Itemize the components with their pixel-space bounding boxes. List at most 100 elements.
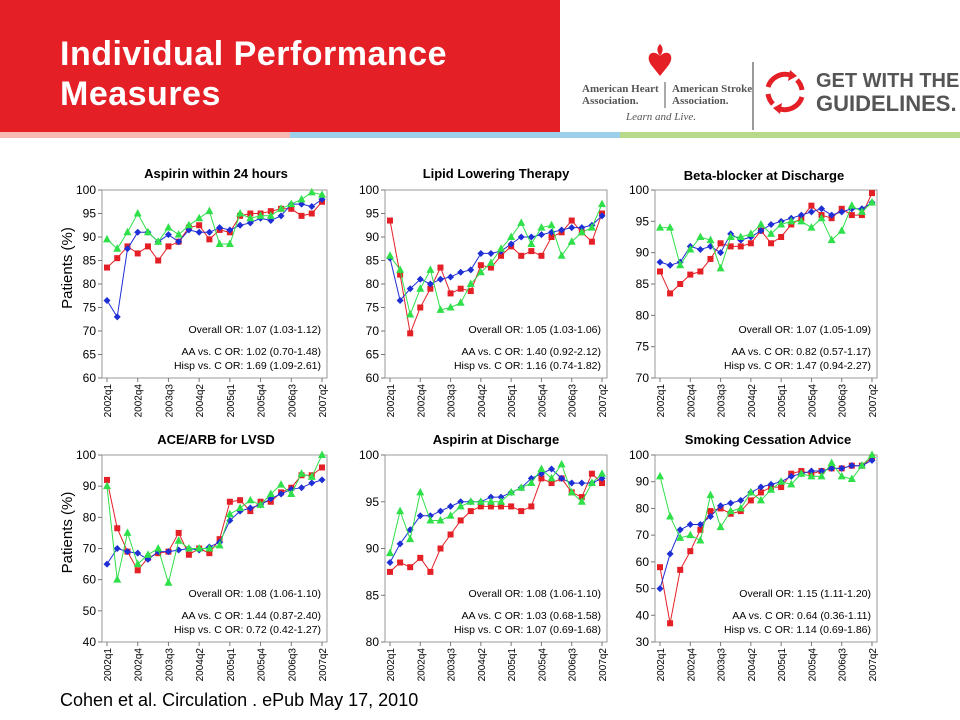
data-point: [396, 296, 404, 304]
data-point: [656, 223, 664, 231]
data-point: [787, 216, 796, 225]
data-point: [416, 284, 425, 292]
y-tick-label: 100: [76, 448, 96, 462]
data-point: [537, 223, 546, 231]
series-line: [106, 467, 323, 572]
header-color-stripe: [0, 132, 960, 138]
data-point: [386, 548, 394, 557]
data-point: [657, 268, 663, 275]
data-point: [768, 240, 775, 247]
data-point: [154, 544, 163, 552]
y-tick-label: 95: [83, 207, 97, 221]
data-point: [427, 568, 434, 575]
data-point: [706, 512, 714, 520]
x-tick-label: 2007q2: [318, 384, 329, 418]
y-tick-label: 95: [636, 214, 650, 228]
data-point: [457, 285, 464, 292]
x-tick-label: 2003q3: [447, 648, 458, 682]
x-tick-label: 2005q4: [807, 648, 818, 682]
plot-frame: [384, 454, 608, 643]
data-point: [848, 212, 855, 219]
data-point: [517, 483, 526, 491]
data-point: [838, 208, 846, 216]
data-point: [446, 303, 455, 311]
data-point: [416, 512, 424, 520]
data-point: [134, 228, 142, 236]
y-tick-label: 65: [366, 348, 380, 362]
data-point: [598, 199, 606, 208]
data-point: [103, 481, 111, 490]
data-point: [548, 465, 556, 473]
x-tick-label: 2005q1: [777, 648, 788, 682]
data-point: [666, 223, 675, 231]
logo-area: American Heart Association. American Stro…: [560, 0, 960, 132]
x-tick-label: 2003q3: [717, 648, 728, 682]
data-point: [396, 506, 405, 515]
data-point: [486, 497, 495, 505]
y-tick-label: 95: [366, 207, 380, 221]
data-point: [277, 480, 286, 488]
y-tick-label: 40: [636, 608, 650, 622]
x-tick-label: 2007q2: [868, 384, 879, 418]
data-point: [568, 479, 576, 487]
data-point: [837, 471, 846, 480]
data-point: [487, 493, 495, 501]
x-tick-label: 2004q2: [747, 384, 758, 418]
series-line: [106, 201, 323, 268]
data-point: [407, 330, 414, 337]
data-point: [667, 620, 674, 627]
data-point: [568, 224, 576, 232]
data-point: [537, 464, 546, 473]
x-tick-label: 2002q1: [103, 384, 114, 418]
data-point: [467, 266, 475, 274]
data-point: [277, 204, 286, 212]
data-point: [436, 507, 444, 515]
x-tick-label: 2004q2: [747, 648, 758, 682]
data-point: [767, 480, 775, 488]
data-point: [847, 474, 856, 483]
data-point: [297, 194, 306, 203]
data-point: [737, 496, 745, 504]
y-tick-label: 85: [83, 254, 97, 268]
data-point: [656, 585, 664, 593]
y-tick-label: 80: [366, 277, 380, 291]
data-point: [497, 493, 505, 501]
data-point: [656, 258, 664, 266]
data-point: [528, 248, 535, 255]
data-point: [807, 471, 816, 480]
data-point: [707, 255, 714, 262]
data-point: [696, 535, 705, 544]
x-tick-label: 2005q4: [807, 384, 818, 418]
page-title: Individual Performance Measures: [60, 35, 447, 113]
data-point: [538, 475, 545, 482]
series-line: [389, 468, 603, 563]
data-point: [225, 239, 234, 248]
data-point: [205, 206, 214, 215]
x-tick-label: 2007q2: [598, 384, 609, 418]
data-point: [808, 202, 815, 209]
data-point: [426, 265, 435, 273]
data-point: [588, 238, 595, 245]
data-point: [667, 290, 674, 297]
data-point: [457, 268, 465, 276]
data-point: [386, 251, 394, 259]
chart-1: Aspirin within 24 hours 60 65 70 75 80 85 90 95 1…: [59, 166, 329, 417]
y-tick-label: 80: [83, 277, 97, 291]
data-point: [736, 503, 745, 512]
x-tick-label: 2005q4: [537, 384, 548, 418]
data-point: [548, 480, 555, 487]
data-point: [256, 211, 265, 219]
x-tick-label: 2003q3: [717, 384, 728, 418]
y-tick-label: 85: [366, 254, 380, 268]
data-point: [447, 273, 455, 281]
data-point: [477, 262, 484, 269]
data-point: [164, 578, 173, 586]
chart-title: Aspirin at Discharge: [433, 432, 559, 447]
data-point: [113, 575, 122, 583]
data-point: [508, 503, 515, 510]
data-point: [726, 506, 735, 515]
data-point: [717, 240, 724, 247]
data-point: [237, 497, 244, 504]
data-point: [547, 220, 556, 229]
x-tick-label: 2002q4: [416, 384, 427, 418]
